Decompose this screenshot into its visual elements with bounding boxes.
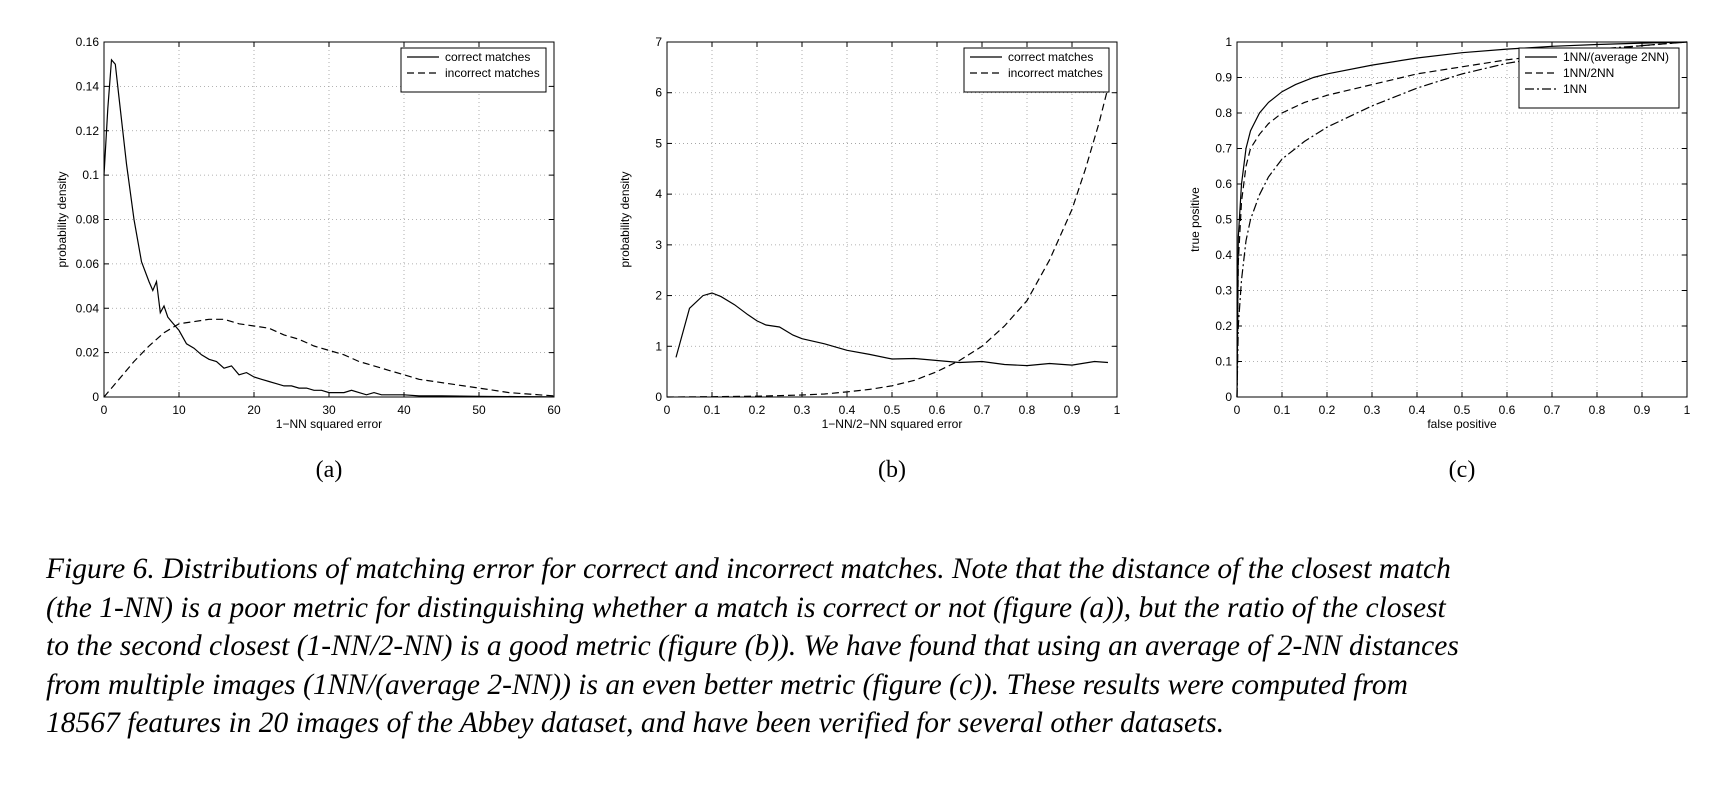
x-tick-label: 0.4	[839, 403, 856, 417]
y-tick-label: 1	[655, 339, 662, 353]
series-line-2	[1236, 41, 1688, 398]
y-tick-label: 0	[92, 390, 99, 404]
x-tick-label: 1	[1114, 403, 1121, 417]
chart-panel-a: 0 10 20 30 40 50 60 0 0.02 0.04 0.06 0.08 0.1 0.12 0.1…	[55, 35, 561, 483]
y-tick-label: 0.16	[76, 35, 100, 49]
x-tick-label: 0.2	[749, 403, 766, 417]
x-tick-label: 0.5	[884, 403, 901, 417]
x-tick-label: 0.1	[1274, 403, 1291, 417]
x-tick-label: 0.4	[1409, 403, 1426, 417]
y-axis-label: probability density	[55, 171, 69, 267]
y-tick-label: 0.8	[1215, 106, 1232, 120]
x-tick-label: 10	[172, 403, 186, 417]
figure-caption: Figure 6. Distributions of matching erro…	[46, 550, 1686, 743]
y-tick-label: 0.08	[76, 213, 100, 227]
y-tick-label: 0.02	[76, 346, 100, 360]
x-tick-label: 60	[547, 403, 561, 417]
x-axis-label: false positive	[1427, 417, 1497, 431]
x-tick-label: 0	[101, 403, 108, 417]
axes-box	[666, 41, 1118, 398]
x-tick-label: 0	[664, 403, 671, 417]
y-tick-label: 0.9	[1215, 71, 1232, 85]
y-tick-label: 4	[655, 187, 662, 201]
y-tick-label: 7	[655, 35, 662, 49]
y-tick-label: 0.2	[1215, 319, 1232, 333]
legend-label: correct matches	[445, 50, 530, 64]
x-tick-label: 0.9	[1634, 403, 1651, 417]
x-tick-label: 0.9	[1064, 403, 1081, 417]
legend-label: 1NN	[1563, 82, 1587, 96]
legend-label: correct matches	[1008, 50, 1093, 64]
x-tick-label: 0.7	[1544, 403, 1561, 417]
y-tick-label: 0.6	[1215, 177, 1232, 191]
y-axis-label: probability density	[618, 171, 632, 267]
caption-line: from multiple images (1NN/(average 2-NN)…	[46, 668, 1408, 701]
panel-label: (c)	[1449, 457, 1476, 483]
series-line-1	[1236, 41, 1688, 398]
caption-line: Figure 6. Distributions of matching erro…	[46, 553, 1451, 585]
y-tick-label: 0.04	[76, 301, 100, 315]
legend-label: 1NN/(average 2NN)	[1563, 50, 1669, 64]
legend-box	[1518, 47, 1680, 109]
y-tick-label: 0.14	[76, 79, 100, 93]
y-tick-label: 0.1	[82, 168, 99, 182]
x-tick-label: 1	[1684, 403, 1691, 417]
series-line-2	[103, 318, 555, 398]
y-tick-label: 0.1	[1215, 355, 1232, 369]
panel-label: (a)	[316, 457, 343, 483]
caption-line: to the second closest (1-NN/2-NN) is a g…	[46, 630, 1459, 662]
y-tick-label: 5	[655, 136, 662, 150]
y-tick-label: 0.12	[76, 124, 100, 138]
x-tick-label: 0.7	[974, 403, 991, 417]
panel-label: (b)	[878, 457, 906, 483]
caption-line: (the 1-NN) is a poor metric for distingu…	[46, 591, 1446, 624]
y-tick-label: 2	[655, 289, 662, 303]
x-tick-label: 0.6	[929, 403, 946, 417]
x-tick-label: 40	[397, 403, 411, 417]
x-tick-label: 0	[1234, 403, 1241, 417]
x-tick-label: 0.1	[704, 403, 721, 417]
y-axis-label: true positive	[1188, 187, 1202, 252]
series-line-2	[666, 87, 1109, 398]
legend-box	[963, 47, 1110, 93]
y-tick-label: 0.3	[1215, 284, 1232, 298]
caption-line: 18567 features in 20 images of the Abbey…	[46, 707, 1225, 739]
legend-box	[400, 47, 547, 93]
legend: 1NN/(average 2NN) 1NN/2NN 1NN	[1518, 47, 1680, 109]
y-tick-label: 0.5	[1215, 213, 1232, 227]
chart-panel-b: 0 0.1 0.2 0.3 0.4 0.5 0.6 0.7 0.8 0.9 1 0 1 2 3 4 5 6 7 1−N…	[618, 35, 1121, 483]
x-tick-label: 0.8	[1019, 403, 1036, 417]
chart-panel-c: 0 0.1 0.2 0.3 0.4 0.5 0.6 0.7 0.8 0.9 1 0 0.1 0.2 0.3 0…	[1188, 35, 1691, 483]
y-tick-label: 0.06	[76, 257, 100, 271]
y-tick-label: 0	[655, 390, 662, 404]
figure-6: 0 10 20 30 40 50 6000.020.040.060.080.10.120.1…	[55, 35, 1691, 483]
legend-label: 1NN/2NN	[1563, 66, 1614, 80]
x-axis-label: 1−NN/2−NN squared error	[822, 417, 963, 431]
x-tick-label: 0.3	[794, 403, 811, 417]
legend-label: incorrect matches	[1008, 66, 1103, 80]
series-line-1	[103, 58, 555, 398]
y-tick-label: 0.4	[1215, 248, 1232, 262]
legend-label: incorrect matches	[445, 66, 540, 80]
legend: correct matches incorrect matches	[963, 47, 1110, 93]
x-tick-label: 30	[322, 403, 336, 417]
x-tick-label: 0.5	[1454, 403, 1471, 417]
series-line-1	[675, 292, 1109, 367]
y-tick-label: 0.7	[1215, 142, 1232, 156]
x-tick-label: 50	[472, 403, 486, 417]
x-tick-label: 0.6	[1499, 403, 1516, 417]
x-axis-label: 1−NN squared error	[276, 417, 382, 431]
x-tick-label: 0.3	[1364, 403, 1381, 417]
x-tick-label: 20	[247, 403, 261, 417]
y-tick-label: 6	[655, 86, 662, 100]
y-tick-label: 3	[655, 238, 662, 252]
y-tick-label: 1	[1225, 35, 1232, 49]
x-tick-label: 0.2	[1319, 403, 1336, 417]
y-tick-label: 0	[1225, 390, 1232, 404]
x-tick-label: 0.8	[1589, 403, 1606, 417]
legend: correct matches incorrect matches	[400, 47, 547, 93]
